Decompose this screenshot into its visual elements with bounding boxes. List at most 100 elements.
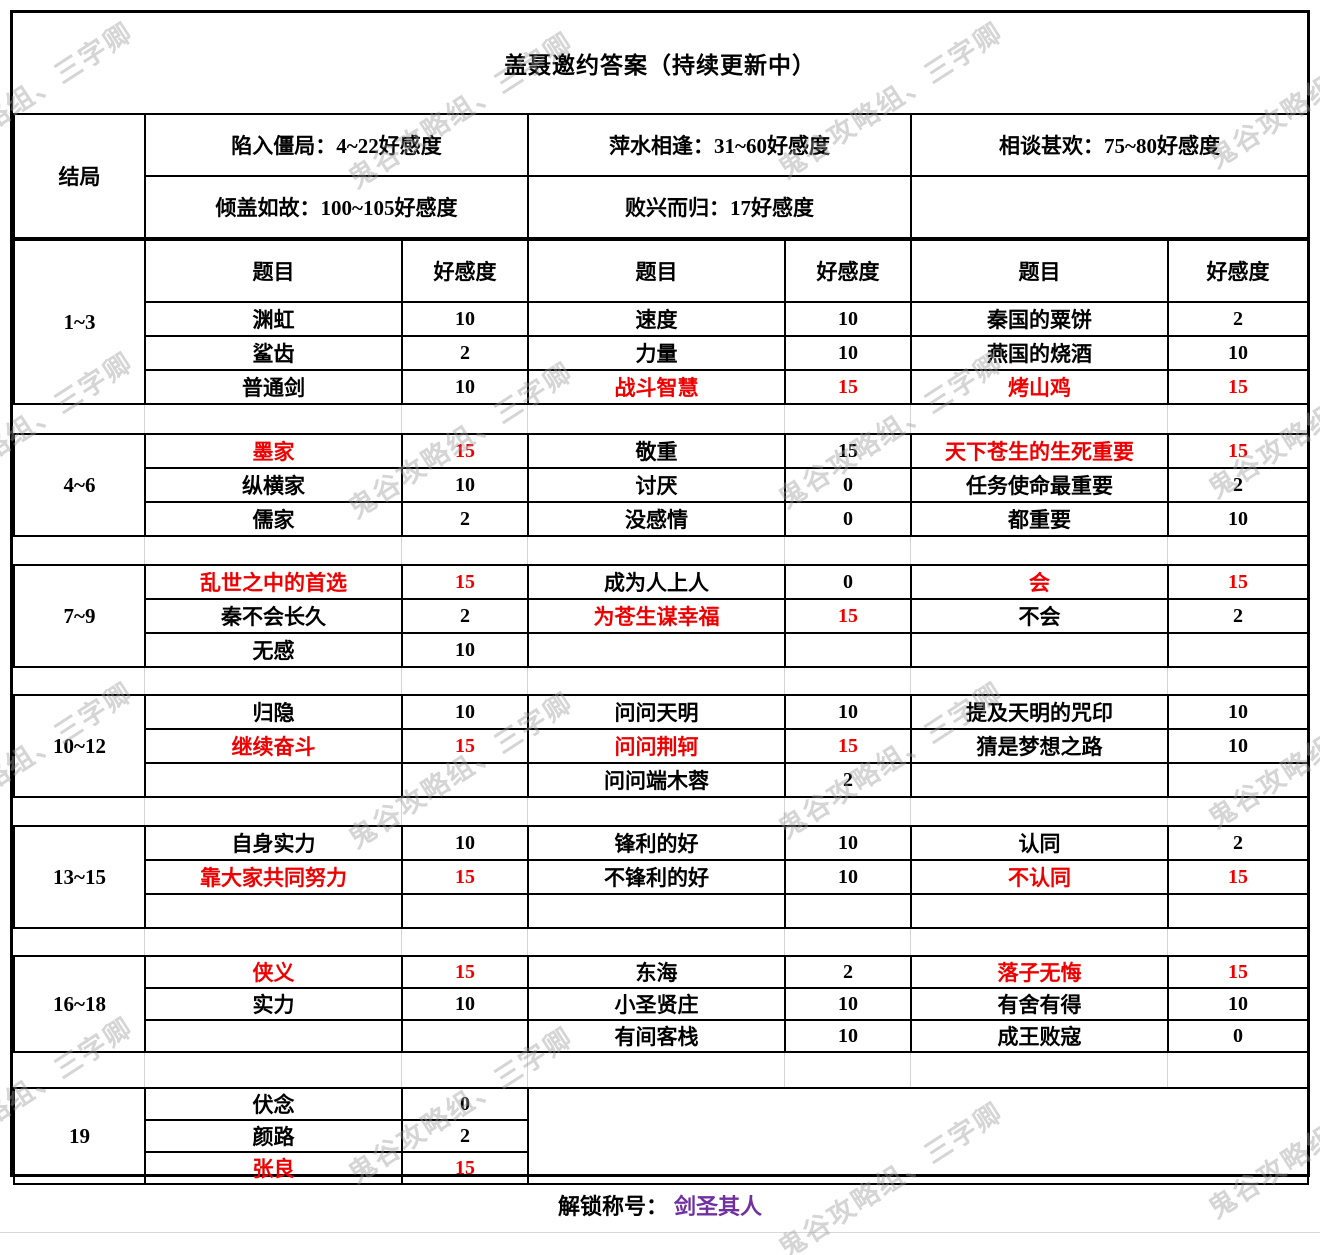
question-cell: 张良 bbox=[144, 1151, 403, 1185]
favor-cell: 15 bbox=[784, 598, 912, 634]
favor-cell: 15 bbox=[401, 1151, 529, 1185]
row-spacer bbox=[13, 1053, 1307, 1087]
row-spacer bbox=[13, 798, 1307, 825]
empty-merged-cell bbox=[527, 1087, 1309, 1185]
favor-cell: 10 bbox=[1167, 728, 1309, 764]
favor-cell: 10 bbox=[401, 694, 529, 730]
favor-cell: 15 bbox=[1167, 859, 1309, 895]
table-row: 7~9 乱世之中的首选 15 成为人上人 0 会 15 bbox=[13, 564, 1309, 668]
favor-cell: 10 bbox=[784, 825, 912, 861]
column-header-question: 题目 bbox=[527, 239, 786, 303]
unlock-title-label: 解锁称号： bbox=[557, 1193, 668, 1219]
question-cell: 纵横家 bbox=[144, 467, 403, 503]
favor-cell: 2 bbox=[784, 955, 912, 989]
section-label: 1~3 bbox=[13, 239, 146, 405]
favor-cell: 10 bbox=[401, 632, 529, 668]
row-spacer bbox=[13, 668, 1307, 694]
ending-cell bbox=[910, 175, 1309, 239]
table-row: 1~3 题目 好感度 题目 好感度 题目 好感度 bbox=[13, 239, 1309, 405]
empty-cell bbox=[144, 1019, 403, 1053]
question-cell: 乱世之中的首选 bbox=[144, 564, 403, 600]
question-cell: 渊虹 bbox=[144, 301, 403, 337]
section-1-3: 1~3 题目 好感度 题目 好感度 题目 好感度 渊虹 10 速度 10 秦国的… bbox=[13, 239, 1309, 405]
favor-cell: 10 bbox=[1167, 335, 1309, 371]
page-title: 盖聂邀约答案（持续更新中） bbox=[504, 53, 816, 78]
table-row: 儒家 2 没感情 0 都重要 10 bbox=[14, 501, 1309, 537]
question-cell: 锋利的好 bbox=[527, 825, 786, 861]
question-cell: 问问荆轲 bbox=[527, 728, 786, 764]
favor-cell: 10 bbox=[401, 467, 529, 503]
question-cell: 小圣贤庄 bbox=[527, 987, 786, 1021]
section-19: 19 伏念 0 颜路 2 张良 15 bbox=[13, 1087, 1309, 1185]
question-cell: 有间客栈 bbox=[527, 1019, 786, 1053]
question-cell: 任务使命最重要 bbox=[910, 467, 1169, 503]
table-row: 4~6 墨家 15 敬重 15 天下苍生的生死重要 15 bbox=[13, 433, 1309, 537]
empty-cell bbox=[1167, 893, 1309, 929]
ending-cell: 萍水相逢：31~60好感度 bbox=[527, 113, 912, 177]
question-cell: 颜路 bbox=[144, 1119, 403, 1153]
empty-cell bbox=[784, 632, 912, 668]
empty-cell bbox=[784, 893, 912, 929]
question-cell: 伏念 bbox=[144, 1087, 403, 1121]
question-cell: 有舍有得 bbox=[910, 987, 1169, 1021]
favor-cell: 10 bbox=[401, 825, 529, 861]
favor-cell: 10 bbox=[401, 987, 529, 1021]
favor-cell: 2 bbox=[401, 598, 529, 634]
unlock-title-value: 剑圣其人 bbox=[674, 1193, 763, 1219]
table-row: 渊虹 10 速度 10 秦国的粟饼 2 bbox=[14, 301, 1309, 337]
empty-cell bbox=[527, 632, 786, 668]
ending-cell: 相谈甚欢：75~80好感度 bbox=[910, 113, 1309, 177]
favor-cell: 10 bbox=[784, 1019, 912, 1053]
empty-cell bbox=[910, 762, 1169, 798]
question-cell: 秦不会长久 bbox=[144, 598, 403, 634]
favor-cell: 10 bbox=[784, 694, 912, 730]
question-cell: 敬重 bbox=[527, 433, 786, 469]
question-cell: 问问端木蓉 bbox=[527, 762, 786, 798]
empty-cell bbox=[1167, 632, 1309, 668]
empty-cell bbox=[401, 762, 529, 798]
question-cell: 天下苍生的生死重要 bbox=[910, 433, 1169, 469]
question-cell: 落子无悔 bbox=[910, 955, 1169, 989]
favor-cell: 0 bbox=[1167, 1019, 1309, 1053]
question-cell: 鲨齿 bbox=[144, 335, 403, 371]
favor-cell: 15 bbox=[401, 433, 529, 469]
favor-cell: 2 bbox=[1167, 301, 1309, 337]
empty-cell bbox=[401, 893, 529, 929]
section-4-6: 4~6 墨家 15 敬重 15 天下苍生的生死重要 15 纵横家 10 讨厌 0… bbox=[13, 433, 1309, 537]
question-cell: 为苍生谋幸福 bbox=[527, 598, 786, 634]
column-header-favor: 好感度 bbox=[784, 239, 912, 303]
section-10-12: 10~12 归隐 10 问问天明 10 提及天明的咒印 10 继续奋斗 15 问… bbox=[13, 694, 1309, 798]
favor-cell: 15 bbox=[1167, 955, 1309, 989]
table-row: 无感 10 bbox=[14, 632, 1309, 668]
favor-cell: 2 bbox=[401, 335, 529, 371]
question-cell: 墨家 bbox=[144, 433, 403, 469]
section-label: 4~6 bbox=[13, 433, 146, 537]
empty-cell bbox=[527, 893, 786, 929]
table-row: 10~12 归隐 10 问问天明 10 提及天明的咒印 10 bbox=[13, 694, 1309, 798]
favor-cell: 15 bbox=[1167, 564, 1309, 600]
favor-cell: 0 bbox=[784, 564, 912, 600]
answer-table: 盖聂邀约答案（持续更新中） 结局 陷入僵局：4~22好感度 萍水相逢：31~60… bbox=[10, 10, 1310, 1185]
question-cell: 成为人上人 bbox=[527, 564, 786, 600]
empty-cell bbox=[144, 762, 403, 798]
section-16-18: 16~18 侠义 15 东海 2 落子无悔 15 实力 10 小圣贤庄 10 有… bbox=[13, 955, 1309, 1053]
row-spacer bbox=[13, 405, 1307, 433]
section-label: 19 bbox=[13, 1087, 146, 1185]
section-7-9: 7~9 乱世之中的首选 15 成为人上人 0 会 15 秦不会长久 2 为苍生谋… bbox=[13, 564, 1309, 668]
favor-cell: 15 bbox=[1167, 433, 1309, 469]
favor-cell: 15 bbox=[784, 433, 912, 469]
table-row: 结局 陷入僵局：4~22好感度 萍水相逢：31~60好感度 相谈甚欢：75~80… bbox=[13, 113, 1309, 239]
table-row: 张良 15 bbox=[14, 1151, 1308, 1185]
favor-cell: 10 bbox=[784, 301, 912, 337]
question-cell: 东海 bbox=[527, 955, 786, 989]
favor-cell: 10 bbox=[1167, 987, 1309, 1021]
question-cell: 继续奋斗 bbox=[144, 728, 403, 764]
question-cell: 会 bbox=[910, 564, 1169, 600]
ending-cell: 陷入僵局：4~22好感度 bbox=[144, 113, 529, 177]
empty-cell bbox=[910, 632, 1169, 668]
favor-cell: 15 bbox=[401, 859, 529, 895]
favor-cell: 2 bbox=[401, 501, 529, 537]
table-row: 颜路 2 bbox=[14, 1119, 1308, 1153]
question-cell: 无感 bbox=[144, 632, 403, 668]
